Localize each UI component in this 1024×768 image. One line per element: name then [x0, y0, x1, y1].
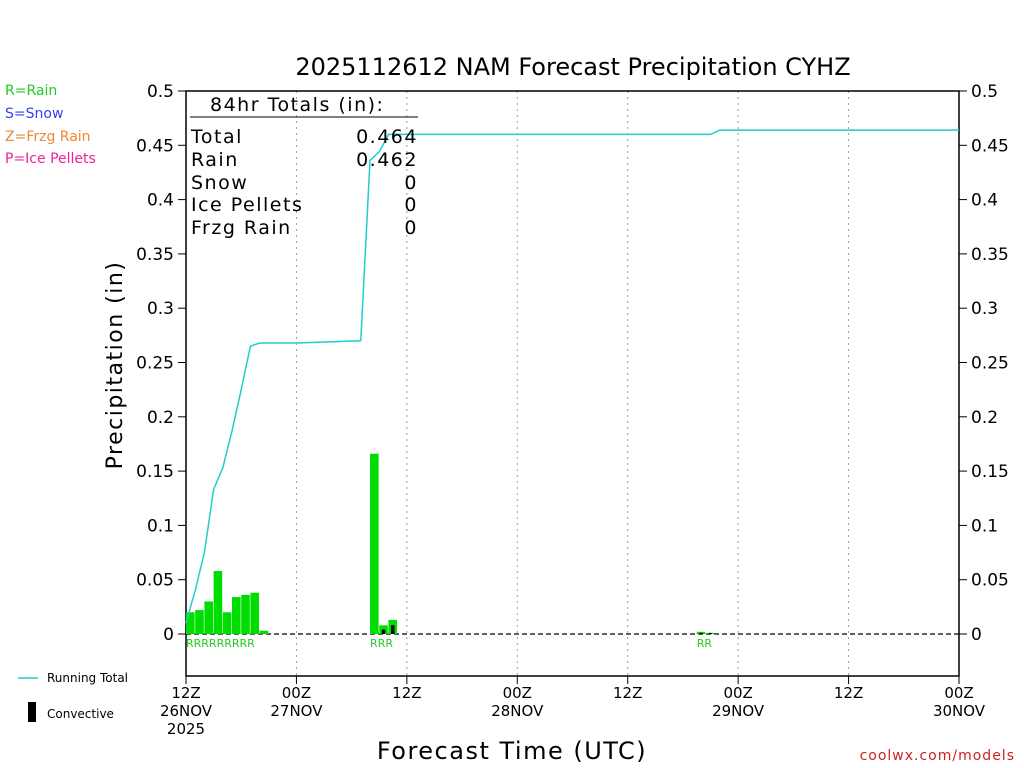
totals-value-ice-pellets: 0 [404, 194, 418, 216]
x-tick-label: 26NOV [160, 702, 213, 720]
legend-freezing-rain: Z=Frzg Rain [5, 129, 91, 145]
convective-bar [699, 632, 703, 634]
legend-snow: S=Snow [5, 106, 63, 122]
y-tick-label-right: 0.2 [971, 408, 998, 428]
totals-heading: 84hr Totals (in): [210, 94, 384, 116]
totals-label-ice-pellets: Ice Pellets [191, 194, 303, 216]
precip-bar [370, 453, 379, 634]
x-tick-label: 00Z [723, 684, 752, 702]
y-tick-label-right: 0.05 [971, 571, 1009, 591]
y-tick-label-left: 0.4 [147, 191, 174, 211]
x-tick-label: 12Z [392, 684, 421, 702]
source-credit: coolwx.com/models [860, 748, 1015, 764]
running-total-line [185, 129, 959, 624]
y-tick-label-right: 0.3 [971, 299, 998, 319]
totals-value-snow: 0 [404, 172, 418, 194]
y-tick-label-left: 0.5 [147, 82, 174, 102]
y-tick-label-right: 0.1 [971, 516, 998, 536]
precip-bar [204, 601, 214, 634]
precip-bar [259, 630, 269, 634]
x-tick-label: 12Z [613, 684, 642, 702]
plot-area: RRRRRRRRR RRR RR [185, 90, 960, 677]
totals-label-total: Total [190, 126, 243, 148]
precip-type-legend: R=Rain S=Snow Z=Frzg Rain P=Ice Pellets [5, 83, 96, 167]
bottom-legend: Running Total Convective [18, 671, 128, 722]
totals-box: 84hr Totals (in): Total 0.464 Rain 0.462… [190, 94, 418, 239]
y-tick-label-left: 0.05 [136, 571, 174, 591]
chart-title: 2025112612 NAM Forecast Precipitation CY… [295, 53, 850, 81]
precip-bar [195, 610, 204, 634]
x-axis-label: Forecast Time (UTC) [377, 737, 647, 765]
x-tick-label: 30NOV [933, 702, 986, 720]
y-tick-label-right: 0.25 [971, 354, 1009, 374]
y-tick-label-left: 0.15 [136, 462, 174, 482]
precip-bar [186, 612, 195, 634]
convective-legend-icon [28, 702, 36, 722]
totals-label-frzg-rain: Frzg Rain [191, 217, 292, 239]
x-tick-label: 12Z [834, 684, 863, 702]
convective-bar [381, 629, 386, 634]
convective-bar [708, 632, 712, 634]
precip-type-label: RR [697, 637, 713, 650]
y-tick-label-right: 0.5 [971, 82, 998, 102]
x-tick-label: 2025 [167, 720, 205, 738]
precip-type-labels: RRRRRRRRR RRR RR [186, 637, 712, 650]
convective-legend-label: Convective [47, 707, 114, 721]
precip-bar [222, 612, 232, 634]
y-tick-label-left: 0 [163, 625, 174, 645]
convective-bar [391, 625, 395, 634]
plot-frame [185, 90, 960, 677]
x-tick-label: 00Z [944, 684, 973, 702]
x-tick-label: 00Z [282, 684, 311, 702]
x-tick-label: 27NOV [270, 702, 323, 720]
running-total-legend-label: Running Total [47, 671, 128, 685]
precip-bar [250, 592, 260, 634]
x-tick-label: 12Z [171, 684, 200, 702]
precip-bars [186, 453, 715, 634]
precip-type-label: RRRRRRRRR [186, 637, 255, 650]
precip-type-label: RRR [370, 637, 393, 650]
totals-value-frzg-rain: 0 [404, 217, 418, 239]
y-axis-label: Precipitation (in) [103, 261, 128, 470]
precip-bar [232, 597, 241, 634]
totals-label-snow: Snow [191, 172, 248, 194]
x-tick-label: 29NOV [712, 702, 765, 720]
totals-label-rain: Rain [191, 149, 239, 171]
grid-lines [295, 91, 850, 676]
x-tick-label: 28NOV [491, 702, 544, 720]
y-tick-label-right: 0.15 [971, 462, 1009, 482]
y-tick-label-left: 0.1 [147, 516, 174, 536]
legend-rain: R=Rain [5, 83, 57, 99]
y-tick-label-left: 0.25 [136, 354, 174, 374]
y-axis-right: 0 0.05 0.1 0.15 0.2 0.25 0.3 0.35 0.4 0.45 0.5 [959, 82, 1009, 645]
y-tick-label-left: 0.35 [136, 245, 174, 265]
totals-value-total: 0.464 [356, 126, 418, 148]
y-axis-left: 0 0.05 0.1 0.15 0.2 0.25 0.3 0.35 0.4 0.45 0.5 [136, 82, 186, 645]
legend-ice-pellets: P=Ice Pellets [5, 151, 96, 167]
y-tick-label-left: 0.45 [136, 136, 174, 156]
y-tick-label-right: 0 [971, 625, 982, 645]
y-tick-label-right: 0.35 [971, 245, 1009, 265]
precip-bar [241, 594, 250, 634]
y-tick-label-left: 0.3 [147, 299, 174, 319]
x-tick-label: 00Z [503, 684, 532, 702]
precip-bar [213, 571, 223, 634]
y-tick-label-left: 0.2 [147, 408, 174, 428]
totals-value-rain: 0.462 [356, 149, 418, 171]
y-tick-label-right: 0.4 [971, 191, 998, 211]
y-tick-label-right: 0.45 [971, 136, 1009, 156]
